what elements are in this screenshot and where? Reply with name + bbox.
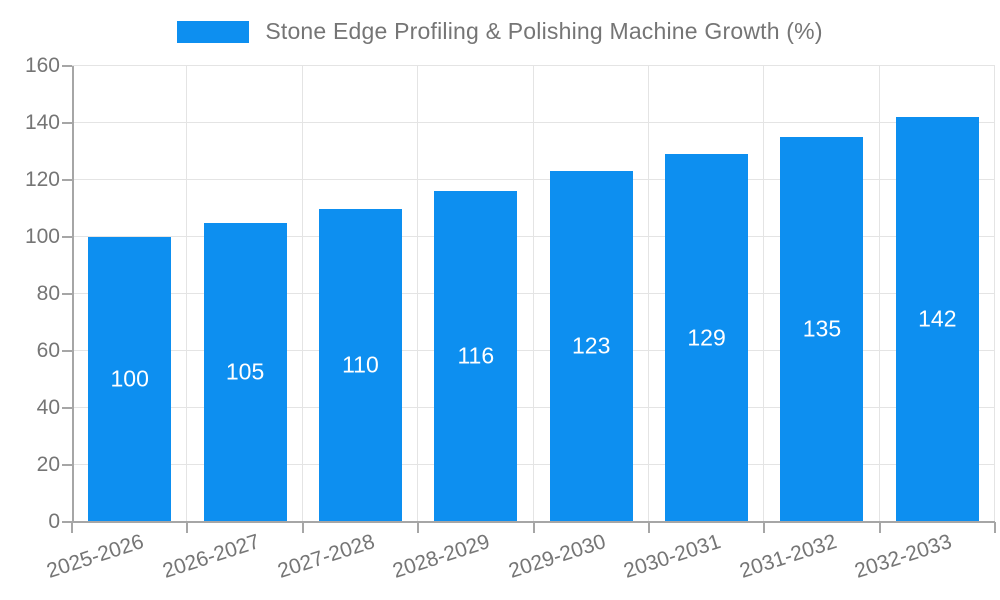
v-gridline <box>994 66 995 522</box>
bar[interactable]: 129 <box>665 154 749 521</box>
x-tick <box>186 522 189 533</box>
bar[interactable]: 110 <box>318 208 402 521</box>
x-tick <box>994 522 996 533</box>
h-gridline <box>72 65 995 66</box>
h-gridline <box>72 407 995 408</box>
h-gridline <box>72 122 995 123</box>
bar-value-label: 135 <box>802 315 842 342</box>
y-axis-label: 0 <box>48 510 60 533</box>
x-tick <box>532 522 535 533</box>
y-axis-label: 40 <box>36 396 60 419</box>
v-gridline <box>301 66 303 522</box>
bar[interactable]: 135 <box>780 137 864 521</box>
x-axis-label: 2029-2030 <box>505 530 609 583</box>
v-gridline <box>532 66 534 522</box>
x-axis-label: 2026-2027 <box>159 530 263 583</box>
y-axis-line <box>72 66 74 522</box>
bar[interactable]: 123 <box>549 171 633 521</box>
y-tick <box>62 407 72 409</box>
y-tick <box>62 293 72 295</box>
h-gridline <box>72 179 995 180</box>
legend-swatch <box>177 20 250 43</box>
x-tick <box>71 522 73 533</box>
x-tick <box>647 522 650 533</box>
y-axis-label: 120 <box>24 168 60 191</box>
bar[interactable]: 100 <box>88 237 172 521</box>
v-gridline <box>763 66 765 522</box>
bar-value-label: 100 <box>110 365 149 392</box>
x-axis-label: 2032-2033 <box>851 530 955 583</box>
x-axis-label: 2025-2026 <box>44 530 147 583</box>
x-tick <box>878 522 881 533</box>
y-axis-label: 80 <box>36 282 60 305</box>
h-gridline <box>72 464 995 465</box>
x-tick <box>763 522 766 533</box>
h-gridline <box>72 293 995 294</box>
bar[interactable]: 142 <box>895 117 979 521</box>
legend-label: Stone Edge Profiling & Polishing Machine… <box>265 18 823 44</box>
y-tick <box>62 350 72 352</box>
x-tick <box>417 522 420 533</box>
x-axis-label: 2031-2032 <box>736 530 840 583</box>
x-axis-line <box>72 521 995 523</box>
x-axis-label: 2027-2028 <box>274 530 378 583</box>
y-tick <box>62 65 72 67</box>
v-gridline <box>647 66 649 522</box>
bar-value-label: 116 <box>457 342 495 369</box>
v-gridline <box>878 66 880 522</box>
bar[interactable]: 105 <box>203 222 287 521</box>
y-axis-label: 140 <box>24 111 60 134</box>
y-tick <box>62 521 72 523</box>
v-gridline <box>417 66 419 522</box>
h-gridline <box>72 350 995 351</box>
y-tick <box>62 122 72 124</box>
y-axis-label: 160 <box>24 54 60 77</box>
bar[interactable]: 116 <box>434 191 518 521</box>
y-axis-label: 60 <box>36 339 60 362</box>
x-axis-label: 2028-2029 <box>390 530 493 583</box>
bar-value-label: 110 <box>342 351 379 378</box>
y-tick <box>62 236 72 238</box>
x-tick <box>301 522 304 533</box>
legend[interactable]: Stone Edge Profiling & Polishing Machine… <box>0 18 1000 45</box>
bar-value-label: 142 <box>918 305 957 332</box>
bar-value-label: 105 <box>225 358 265 385</box>
y-tick <box>62 464 72 466</box>
h-gridline <box>72 236 995 237</box>
bar-value-label: 123 <box>572 332 611 359</box>
y-axis-label: 100 <box>24 225 60 248</box>
v-gridline <box>186 66 188 522</box>
x-axis-label: 2030-2031 <box>621 530 724 583</box>
y-tick <box>62 179 72 181</box>
bar-value-label: 129 <box>687 324 726 351</box>
y-axis-label: 20 <box>36 453 60 476</box>
